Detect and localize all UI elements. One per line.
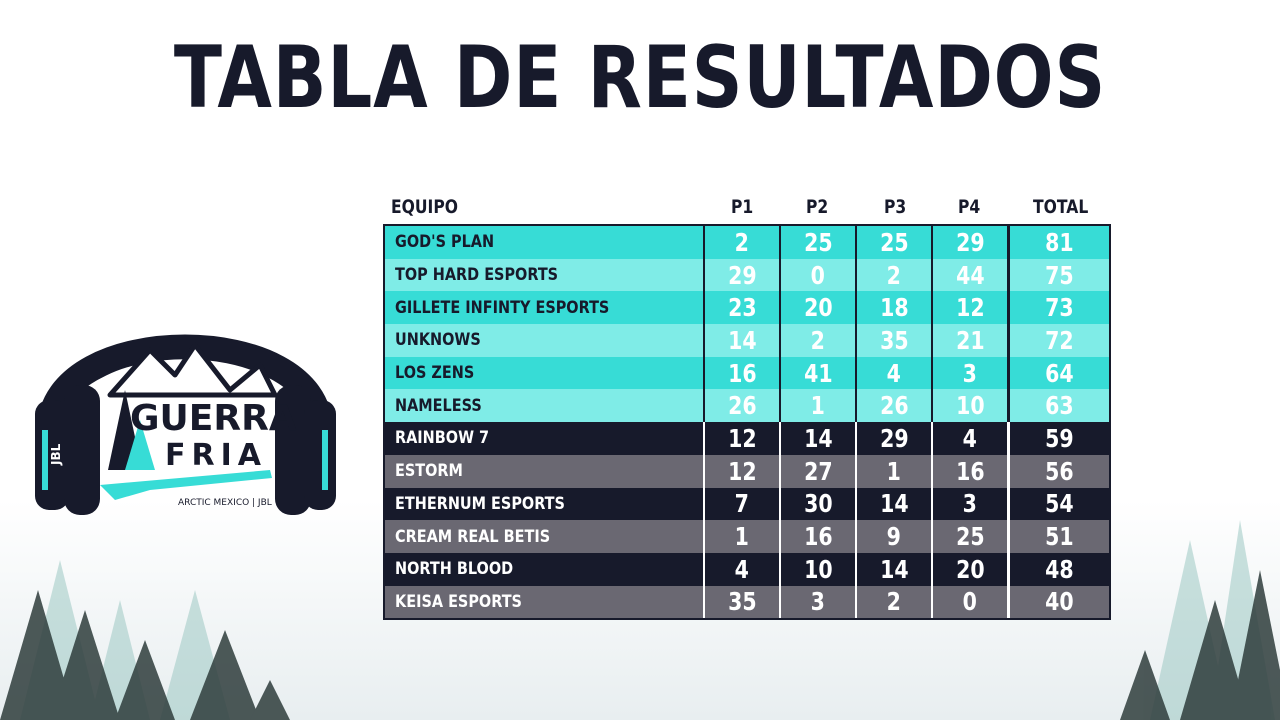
total-score: 73 (1007, 291, 1109, 325)
p2-score: 20 (779, 291, 855, 325)
guerra-fria-logo: GUERRA FRIA ARCTIC MEXICO | JBL JBL (35, 334, 336, 515)
p2-score: 10 (779, 552, 855, 586)
p3-score: 25 (855, 226, 931, 259)
table-row: RAINBOW 7 12 14 29 4 59 (385, 422, 1109, 455)
table-body: GOD'S PLAN 2 25 25 29 81 TOP HARD ESPORTS 29 0 2 4… (383, 224, 1111, 621)
p3-score: 18 (855, 291, 931, 325)
p1-score: 12 (703, 454, 779, 488)
table-row: ETHERNUM ESPORTS 7 30 14 3 54 (385, 487, 1109, 521)
team-name: CREAM REAL BETIS (395, 526, 551, 547)
p3-score: 29 (855, 422, 931, 455)
p4-score: 4 (931, 422, 1007, 455)
team-name: KEISA ESPORTS (395, 591, 522, 612)
total-score: 40 (1007, 585, 1109, 619)
p1-score: 4 (703, 552, 779, 586)
p1-score: 35 (703, 585, 779, 619)
p2-score: 25 (779, 226, 855, 259)
p4-score: 10 (931, 389, 1007, 423)
table-row: ESTORM 12 27 1 16 56 (385, 454, 1109, 488)
header-p4: P4 (958, 196, 981, 218)
p1-score: 16 (703, 356, 779, 390)
p4-score: 3 (931, 356, 1007, 390)
p1-score: 14 (703, 324, 779, 357)
team-name: GILLETE INFINTY ESPORTS (395, 297, 610, 318)
total-score: 63 (1007, 389, 1109, 423)
team-name: GOD'S PLAN (395, 232, 495, 253)
p3-score: 2 (855, 258, 931, 292)
team-name: NORTH BLOOD (395, 559, 514, 580)
total-score: 64 (1007, 356, 1109, 390)
header-total: TOTAL (1033, 196, 1089, 218)
table-header: EQUIPO P1 P2 P3 P4 TOTAL (383, 192, 1111, 224)
p4-score: 29 (931, 226, 1007, 259)
p4-score: 12 (931, 291, 1007, 325)
team-name: LOS ZENS (395, 363, 475, 384)
p3-score: 35 (855, 324, 931, 357)
p4-score: 3 (931, 487, 1007, 521)
total-score: 75 (1007, 258, 1109, 292)
p1-score: 23 (703, 291, 779, 325)
p2-score: 30 (779, 487, 855, 521)
p3-score: 14 (855, 552, 931, 586)
total-score: 51 (1007, 520, 1109, 553)
page-title: TABLA DE RESULTADOS (173, 28, 1107, 128)
table-row: UNKNOWS 14 2 35 21 72 (385, 324, 1109, 357)
jbl-brand-mark: JBL (49, 443, 63, 466)
p1-score: 7 (703, 487, 779, 521)
table-row: CREAM REAL BETIS 1 16 9 25 51 (385, 520, 1109, 553)
table-row: NORTH BLOOD 4 10 14 20 48 (385, 552, 1109, 586)
p4-score: 0 (931, 585, 1007, 619)
table-row: TOP HARD ESPORTS 29 0 2 44 75 (385, 258, 1109, 292)
team-name: ETHERNUM ESPORTS (395, 493, 565, 514)
p1-score: 26 (703, 389, 779, 423)
total-score: 56 (1007, 454, 1109, 488)
p3-score: 9 (855, 520, 931, 553)
total-score: 81 (1007, 226, 1109, 259)
p1-score: 29 (703, 258, 779, 292)
p3-score: 26 (855, 389, 931, 423)
logo-subtitle: FRIA (165, 438, 267, 473)
table-row: KEISA ESPORTS 35 3 2 0 40 (385, 585, 1109, 619)
p1-score: 12 (703, 422, 779, 455)
p4-score: 21 (931, 324, 1007, 357)
results-table: EQUIPO P1 P2 P3 P4 TOTAL GOD'S PLAN 2 25 25… (383, 192, 1111, 621)
team-name: UNKNOWS (395, 330, 481, 351)
p3-score: 2 (855, 585, 931, 619)
table-row: GOD'S PLAN 2 25 25 29 81 (385, 226, 1109, 259)
logo-caption: ARCTIC MEXICO | JBL (178, 498, 272, 508)
header-team: EQUIPO (391, 196, 459, 218)
p2-score: 16 (779, 520, 855, 553)
p2-score: 41 (779, 356, 855, 390)
team-name: ESTORM (395, 461, 463, 482)
p4-score: 16 (931, 454, 1007, 488)
p2-score: 14 (779, 422, 855, 455)
p1-score: 2 (703, 226, 779, 259)
team-name: TOP HARD ESPORTS (395, 265, 559, 286)
p2-score: 2 (779, 324, 855, 357)
p2-score: 27 (779, 454, 855, 488)
p3-score: 4 (855, 356, 931, 390)
table-row: GILLETE INFINTY ESPORTS 23 20 18 12 73 (385, 291, 1109, 325)
p4-score: 20 (931, 552, 1007, 586)
table-row: LOS ZENS 16 41 4 3 64 (385, 356, 1109, 390)
p2-score: 1 (779, 389, 855, 423)
logo-title: GUERRA (130, 398, 297, 439)
p2-score: 0 (779, 258, 855, 292)
header-p1: P1 (731, 196, 754, 218)
header-p3: P3 (884, 196, 907, 218)
team-name: RAINBOW 7 (395, 428, 490, 449)
p1-score: 1 (703, 520, 779, 553)
team-name: NAMELESS (395, 395, 482, 416)
total-score: 72 (1007, 324, 1109, 357)
header-p2: P2 (806, 196, 829, 218)
p3-score: 14 (855, 487, 931, 521)
total-score: 54 (1007, 487, 1109, 521)
p2-score: 3 (779, 585, 855, 619)
total-score: 48 (1007, 552, 1109, 586)
p4-score: 25 (931, 520, 1007, 553)
total-score: 59 (1007, 422, 1109, 455)
table-row: NAMELESS 26 1 26 10 63 (385, 389, 1109, 423)
p3-score: 1 (855, 454, 931, 488)
p4-score: 44 (931, 258, 1007, 292)
